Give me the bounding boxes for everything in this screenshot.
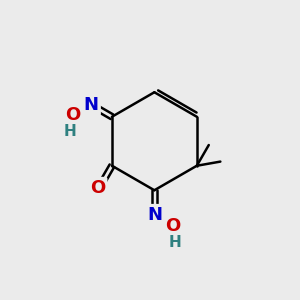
Text: O: O xyxy=(90,179,105,197)
Text: H: H xyxy=(169,235,182,250)
Text: N: N xyxy=(147,206,162,224)
Text: H: H xyxy=(63,124,76,139)
Text: O: O xyxy=(165,217,180,235)
Text: O: O xyxy=(65,106,81,124)
Text: N: N xyxy=(84,96,99,114)
